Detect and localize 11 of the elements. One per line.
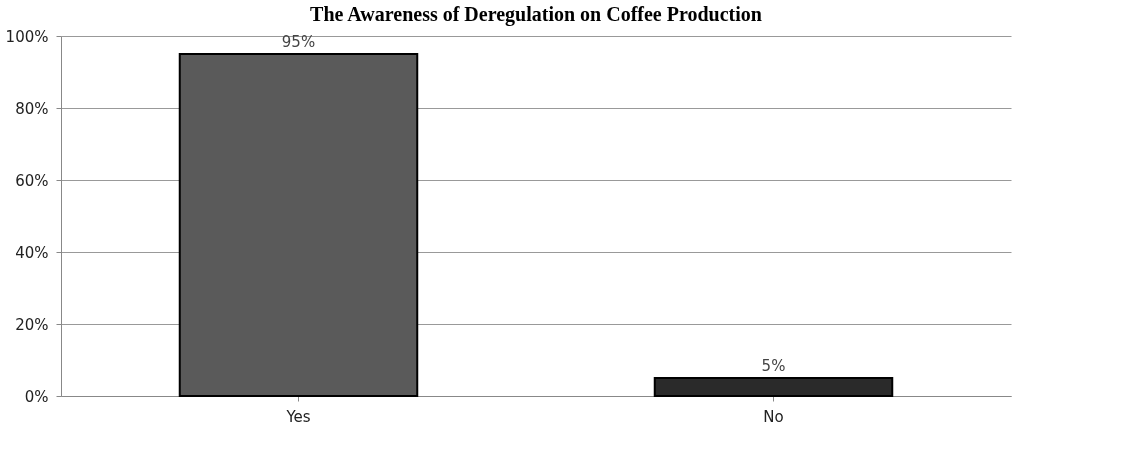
y-tick-label: 80% <box>15 99 49 118</box>
y-tick-label: 20% <box>15 315 49 334</box>
y-tick-label: 0% <box>24 387 49 406</box>
data-label: 95% <box>281 33 316 51</box>
y-tick-label: 40% <box>15 243 49 262</box>
x-tick-label: Yes <box>285 407 311 426</box>
y-tick-label: 100% <box>5 27 49 46</box>
chart-title: The Awareness of Deregulation on Coffee Production <box>310 3 762 26</box>
x-tick-label: No <box>763 407 784 426</box>
data-label: 5% <box>761 357 786 375</box>
y-tick-label: 60% <box>15 171 49 190</box>
